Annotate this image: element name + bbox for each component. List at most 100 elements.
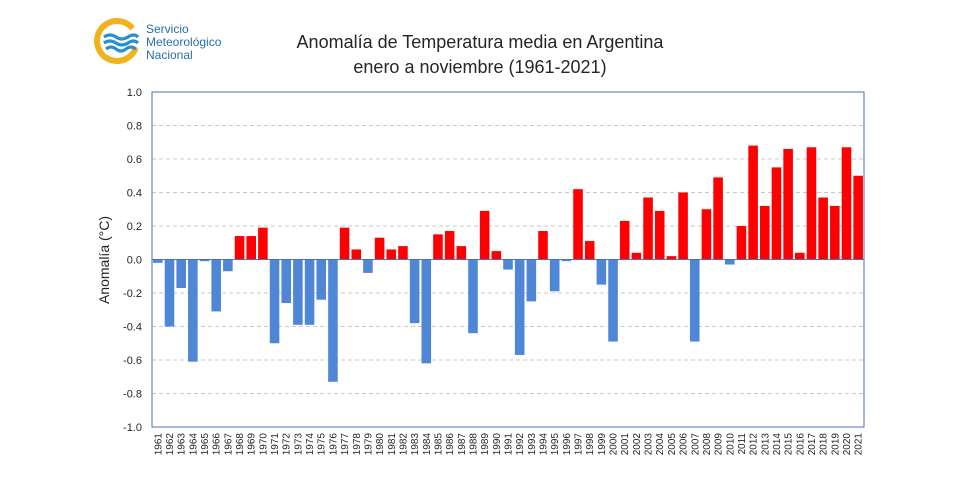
bar-1984 [421,259,432,364]
chart-title-block: Anomalía de Temperatura media en Argenti… [250,30,710,80]
bar-1988 [468,259,478,334]
x-tick-label: 1996 [562,433,573,456]
y-tick-label: 0.8 [127,121,142,133]
bar-1974 [304,259,315,325]
x-tick-label: 1986 [445,433,456,456]
x-tick-label: 1971 [270,433,281,456]
bar-1997 [573,189,583,260]
bar-1979 [363,259,373,273]
x-tick-label: 1998 [585,433,596,456]
x-tick-label: 1994 [539,433,550,456]
x-tick-label: 2021 [854,433,865,456]
y-tick-labels: 1.0 0.8 0.6 0.4 0.2 0.0 -0.2 -0.4 -0.6 -0.8 -1.0 [123,87,142,434]
bar-1998 [584,241,595,260]
bar-1962 [164,259,175,327]
bars [153,145,863,382]
y-tick-label: 0.6 [127,154,142,166]
x-tick-label: 1972 [282,433,293,456]
bar-1972 [281,259,292,304]
y-tick-label: 0.2 [127,221,142,233]
x-tick-label: 1961 [153,433,164,456]
x-tick-label: 2001 [620,433,631,456]
bar-1989 [479,210,490,260]
x-tick-label: 1978 [352,433,363,456]
x-tick-label: 2013 [760,433,771,456]
bar-1975 [316,259,327,300]
bar-1985 [433,234,443,260]
x-tick-label: 1989 [480,433,491,456]
bar-2013 [760,205,770,260]
x-tick-label: 2003 [644,433,655,456]
x-tick-label: 1969 [247,433,258,456]
bar-2010 [724,259,735,265]
smn-logo-icon [94,18,140,64]
bar-1993 [526,259,537,302]
bar-1964 [188,259,198,362]
bar-1973 [293,259,303,325]
y-tick-label: -0.4 [123,322,142,334]
chart-title: Anomalía de Temperatura media en Argenti… [296,32,664,52]
y-tick-label: -0.2 [123,288,142,300]
bar-1987 [456,246,467,260]
x-tick-label: 2008 [702,433,713,456]
x-tick-label: 2019 [830,433,841,456]
bar-2008 [701,209,712,260]
x-tick-label: 1979 [363,433,374,456]
bar-2018 [818,197,828,260]
bar-2005 [666,256,677,260]
x-tick-label: 2012 [749,433,760,456]
x-tick-label: 1966 [212,433,223,456]
x-tick-label: 1993 [527,433,538,456]
x-tick-label: 2017 [807,433,818,456]
bar-2009 [713,177,723,260]
bar-1996 [561,259,572,262]
x-tick-label: 1963 [177,433,188,456]
bar-1999 [596,259,607,285]
x-tick-label: 1984 [422,433,433,456]
bar-1990 [491,251,502,260]
x-tick-label: 2004 [655,433,666,456]
x-tick-label: 1982 [398,433,409,456]
bar-1961 [153,259,163,263]
x-tick-label: 1965 [200,433,211,456]
x-tick-label: 2002 [632,433,643,456]
bar-1969 [246,236,256,260]
y-tick-label: -0.6 [123,355,142,367]
x-tick-label: 1987 [457,433,468,456]
bar-2017 [806,147,817,260]
bar-1981 [386,249,397,260]
bar-2020 [841,147,852,260]
y-axis-label: Anomalía (°C) [96,216,112,304]
x-tick-label: 1967 [223,433,234,456]
bar-1995 [549,259,560,292]
logo-line-3: Nacional [146,48,193,62]
y-tick-label: 0.0 [127,255,142,267]
y-tick-label: -1.0 [123,422,142,434]
x-tick-label: 1977 [340,433,351,456]
bar-2006 [678,192,688,260]
smn-logo-text: Servicio Meteorológico Nacional [146,23,221,62]
x-tick-label: 1995 [550,433,561,456]
bar-1978 [351,249,362,260]
logo-line-2: Meteorológico [146,35,222,49]
bar-1976 [328,259,338,382]
x-tick-label: 2010 [725,433,736,456]
x-tick-label: 1980 [375,433,386,456]
bar-1963 [176,259,186,288]
bar-2014 [771,167,782,260]
x-tick-label: 1964 [188,433,199,456]
x-tick-label: 2006 [679,433,690,456]
bar-2015 [783,148,793,260]
bar-1966 [211,259,221,312]
bar-1967 [223,259,233,272]
x-tick-label: 1997 [574,433,585,456]
bar-2004 [654,210,665,260]
x-tick-label: 2015 [784,433,795,456]
y-tick-label: 0.4 [127,188,142,200]
x-tick-label: 1981 [387,433,398,456]
bar-1992 [514,259,525,355]
smn-logo: Servicio Meteorológico Nacional [94,16,244,68]
bar-1970 [258,227,268,260]
plot-frame [151,91,865,428]
